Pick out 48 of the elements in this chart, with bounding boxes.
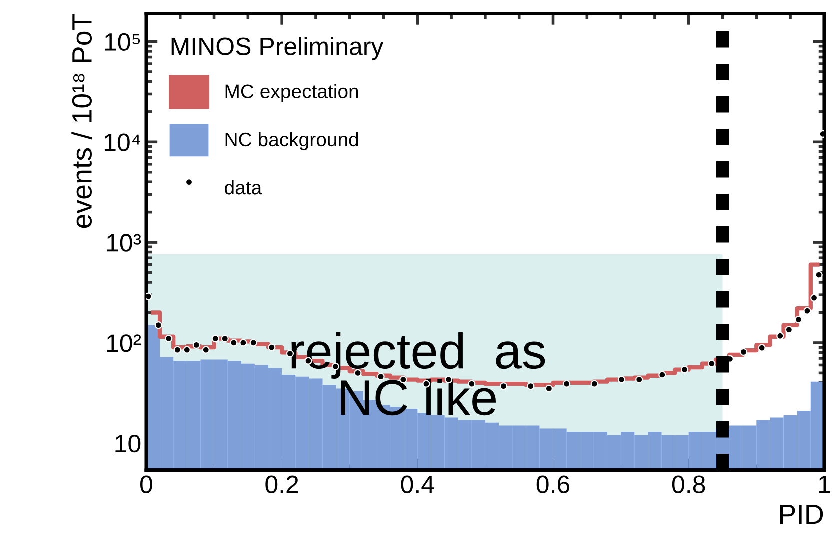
point (680, 366, 689, 374)
point (165, 335, 173, 343)
point (636, 376, 644, 384)
point (240, 339, 248, 347)
annotation: rejected as NC like (292, 332, 546, 416)
point (221, 335, 229, 343)
point (545, 384, 553, 393)
legend-title: MINOS Preliminary (172, 37, 384, 60)
point (174, 346, 182, 354)
point (250, 339, 258, 347)
legend-label: MC expectation (226, 84, 358, 102)
y-tick-label: 10³ (107, 234, 142, 252)
point (804, 307, 812, 315)
point (146, 292, 152, 300)
y-axis-title: events / 10¹⁸ PoT (72, 14, 92, 228)
point (794, 316, 802, 324)
x-tick-label: 0.8 (672, 476, 706, 494)
point (230, 339, 238, 347)
point (708, 360, 716, 368)
point (154, 321, 162, 330)
point (758, 344, 766, 352)
x-tick-label: 0.2 (266, 476, 298, 494)
point (776, 332, 784, 340)
y-tick-label: 10² (107, 334, 142, 352)
point (183, 346, 191, 354)
x-axis-title: PID (780, 504, 824, 524)
point (212, 335, 220, 343)
x-tick-label: 0 (140, 476, 152, 494)
legend-label: NC background (226, 132, 358, 150)
x-tick-label: 1 (819, 476, 830, 494)
point (563, 380, 571, 388)
point (590, 380, 598, 388)
point (192, 341, 200, 350)
point (500, 382, 508, 390)
point (815, 271, 823, 279)
y-tick-label: 10 (116, 434, 141, 453)
y-tick-label: 10⁵ (105, 33, 140, 52)
point (527, 382, 535, 390)
y-tick-label: 10⁴ (104, 134, 140, 152)
point (618, 376, 626, 384)
x-tick-label: 0.6 (536, 476, 570, 494)
point (202, 346, 210, 354)
legend-label: data (225, 180, 262, 195)
x-tick-label: 0.4 (401, 476, 434, 494)
point (740, 348, 748, 356)
point (658, 371, 666, 379)
point (268, 344, 276, 352)
point (785, 326, 793, 334)
